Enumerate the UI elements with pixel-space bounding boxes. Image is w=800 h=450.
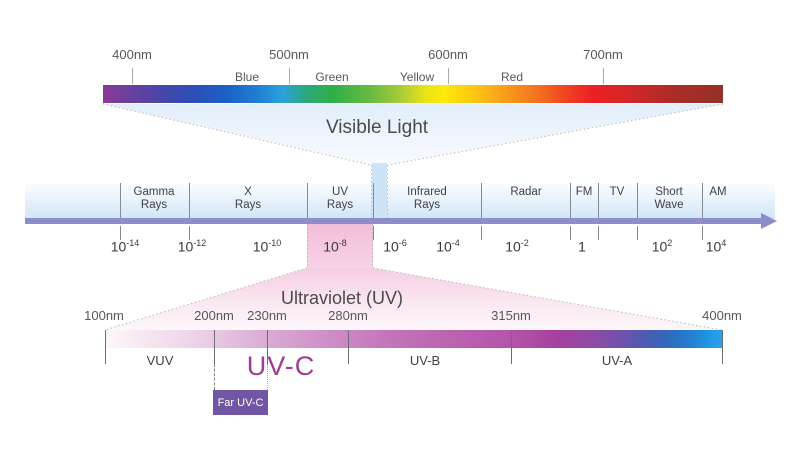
power-base: 10 bbox=[177, 238, 194, 255]
visible-wavelength-500nm: 500nm bbox=[269, 47, 309, 62]
power-exp: -4 bbox=[451, 238, 460, 248]
ultraviolet-spectrum-bar bbox=[105, 330, 723, 348]
uv-wavelength-100nm: 100nm bbox=[84, 308, 124, 323]
power-exp: -6 bbox=[398, 238, 407, 248]
scale-value-1e4: 104 bbox=[706, 238, 727, 255]
scale-value-1e-14: 10-14 bbox=[111, 238, 140, 255]
uv-wavelength-400nm: 400nm bbox=[702, 308, 742, 323]
power-base: 10 bbox=[651, 238, 668, 255]
spectrum-axis-line bbox=[25, 218, 763, 224]
power-base: 10 bbox=[705, 238, 722, 255]
color-label-blue: Blue bbox=[234, 70, 260, 84]
region-radar: Radar bbox=[510, 186, 542, 198]
power-exp: -8 bbox=[338, 238, 347, 248]
axis-tick bbox=[373, 226, 374, 240]
scale-value-1e2: 102 bbox=[652, 238, 673, 255]
region-infrared-rays: Infrared Rays bbox=[407, 186, 447, 211]
band-divider bbox=[637, 183, 638, 218]
band-divider bbox=[702, 183, 703, 218]
region-gamma-rays: Gamma Rays bbox=[133, 186, 175, 211]
uv-wavelength-200nm: 200nm bbox=[194, 308, 234, 323]
axis-tick bbox=[570, 226, 571, 240]
axis-tick bbox=[120, 226, 121, 240]
band-divider bbox=[307, 183, 308, 218]
band-divider bbox=[373, 183, 374, 218]
uv-tick-200nm bbox=[214, 330, 215, 364]
region-uv-rays: UV Rays bbox=[326, 186, 354, 211]
power-exp: 4 bbox=[721, 238, 727, 248]
region-short-wave: Short Wave bbox=[654, 186, 684, 211]
uv-wavelength-230nm: 230nm bbox=[247, 308, 287, 323]
em-band-background bbox=[25, 183, 775, 219]
uv-c-label: UV-C bbox=[246, 351, 316, 381]
axis-tick bbox=[481, 226, 482, 240]
region-am: AM bbox=[709, 186, 727, 198]
scale-value-1e-6: 10-6 bbox=[383, 238, 407, 255]
scale-value-1e-10: 10-10 bbox=[253, 238, 282, 255]
color-label-green: Green bbox=[315, 70, 349, 84]
power-exp: -12 bbox=[193, 238, 207, 248]
uv-tick-280nm bbox=[348, 330, 349, 364]
power-base: 10 bbox=[110, 238, 127, 255]
scale-value-1: 1 bbox=[578, 238, 586, 255]
ultraviolet-title: Ultraviolet (UV) bbox=[280, 288, 404, 308]
power-base: 10 bbox=[436, 238, 452, 255]
uv-region-vuv: VUV bbox=[146, 353, 174, 368]
power-base: 10 bbox=[252, 238, 269, 255]
band-divider bbox=[120, 183, 121, 218]
uv-tick-315nm bbox=[511, 330, 512, 364]
uv-wavelength-315nm: 315nm bbox=[491, 308, 531, 323]
uv-wavelength-280nm: 280nm bbox=[328, 308, 368, 323]
scale-value-1e-8: 10-8 bbox=[323, 238, 347, 255]
region-x-rays: X Rays bbox=[234, 186, 262, 211]
visible-spectrum-bar bbox=[103, 85, 723, 103]
visible-wavelength-600nm: 600nm bbox=[428, 47, 468, 62]
power-exp: -10 bbox=[268, 238, 282, 248]
far-uvc-dotted-connector-right bbox=[267, 364, 268, 390]
scale-value-1e-2: 10-2 bbox=[505, 238, 529, 255]
band-divider bbox=[598, 183, 599, 218]
band-divider bbox=[189, 183, 190, 218]
uv-tick-230nm bbox=[267, 330, 268, 364]
band-divider bbox=[481, 183, 482, 218]
visible-light-title: Visible Light bbox=[325, 117, 429, 138]
uv-tick-400nm bbox=[722, 330, 723, 364]
power-base: 10 bbox=[505, 238, 521, 255]
visible-wavelength-400nm: 400nm bbox=[112, 47, 152, 62]
axis-tick bbox=[189, 226, 190, 240]
visible-wavelength-700nm: 700nm bbox=[583, 47, 623, 62]
visible-tick-600nm bbox=[448, 68, 449, 84]
axis-arrowhead-icon bbox=[761, 213, 777, 229]
axis-tick bbox=[702, 226, 703, 240]
scale-value-1e-12: 10-12 bbox=[178, 238, 207, 255]
power-exp: -14 bbox=[126, 238, 140, 248]
band-divider bbox=[570, 183, 571, 218]
power-exp: -2 bbox=[520, 238, 529, 248]
region-fm: FM bbox=[575, 186, 593, 198]
power-base: 10 bbox=[383, 238, 399, 255]
visible-tick-400nm bbox=[132, 68, 133, 84]
scale-value-1e-4: 10-4 bbox=[436, 238, 460, 255]
far-uvc-label: Far UV-C bbox=[217, 396, 264, 409]
power-exp: 2 bbox=[667, 238, 673, 248]
power-base: 10 bbox=[323, 238, 339, 255]
power-base: 1 bbox=[578, 238, 586, 255]
uv-region-uvb: UV-B bbox=[409, 353, 441, 368]
axis-tick bbox=[637, 226, 638, 240]
axis-tick bbox=[598, 226, 599, 240]
color-label-red: Red bbox=[500, 70, 524, 84]
uv-tick-100nm bbox=[105, 330, 106, 364]
region-tv: TV bbox=[609, 186, 625, 198]
far-uvc-dashed-connector-left bbox=[214, 364, 215, 390]
visible-tick-700nm bbox=[603, 68, 604, 84]
far-uvc-box: Far UV-C bbox=[213, 390, 268, 415]
color-label-yellow: Yellow bbox=[399, 70, 435, 84]
uv-region-uva: UV-A bbox=[601, 353, 633, 368]
visible-tick-500nm bbox=[289, 68, 290, 84]
